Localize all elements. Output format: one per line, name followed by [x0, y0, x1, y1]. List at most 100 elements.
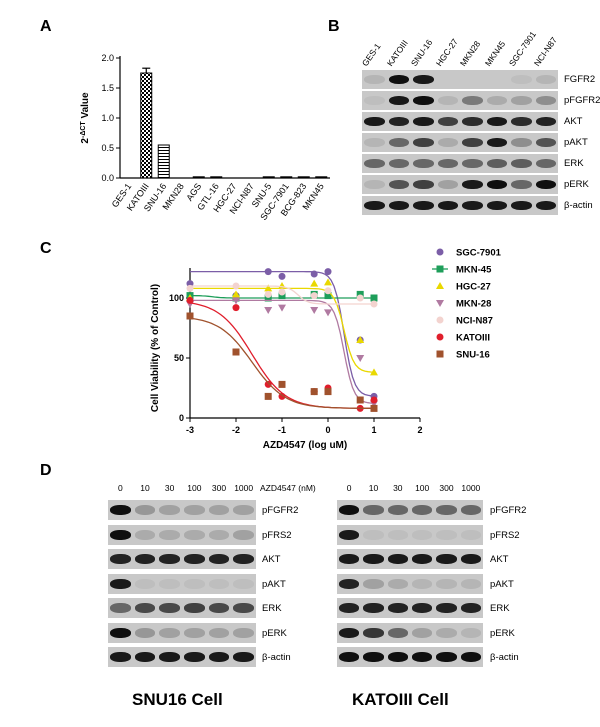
katoiii-row-label: pERK — [490, 627, 515, 639]
legend-marker — [436, 265, 444, 273]
blot-band — [462, 200, 483, 211]
blot-band — [413, 116, 434, 127]
dose-label: 1000 — [461, 483, 481, 493]
bar — [157, 144, 170, 179]
blot-band — [184, 578, 205, 589]
y-tick-label: 50 — [174, 353, 184, 363]
blot-band — [387, 603, 408, 613]
blot-band — [511, 74, 532, 85]
dose-label: 10 — [368, 483, 379, 493]
blot-band — [437, 137, 458, 148]
blot-band — [511, 158, 532, 169]
x-tick-label: -1 — [278, 425, 286, 435]
fit-curve — [190, 285, 374, 305]
snu16-cell-caption: SNU16 Cell — [132, 690, 223, 709]
snu16-row-label: pERK — [262, 627, 287, 639]
snu16-row-label: pFRS2 — [262, 529, 292, 541]
blot-band — [233, 554, 254, 564]
blot-band — [413, 179, 434, 190]
dose-label: 100 — [187, 483, 202, 493]
blot-band — [486, 137, 507, 148]
blot-band — [364, 200, 385, 211]
legend-marker — [436, 300, 444, 307]
panel-c-dose-response-chart: -3 -2 -1 0 1 2 0 50 100 AZD4547 (log uM) Cell Viab… — [150, 248, 502, 452]
blot-band — [535, 95, 556, 106]
data-point — [278, 272, 286, 280]
snu16-row-label: ERK — [262, 603, 282, 614]
blot-row — [362, 196, 558, 215]
blot-band — [412, 578, 433, 589]
x-tick-label: 1 — [371, 425, 376, 435]
blot-band — [339, 627, 360, 638]
blot-band — [412, 652, 433, 662]
blot-band — [462, 158, 483, 169]
blot-band — [364, 137, 385, 148]
fit-curve — [189, 317, 374, 409]
bar — [210, 176, 223, 179]
data-point — [264, 284, 273, 292]
katoiii-row-label: pAKT — [490, 578, 514, 590]
blot-band — [110, 627, 131, 638]
blot-band — [462, 95, 483, 106]
legend-marker — [436, 350, 444, 358]
blot-band — [134, 652, 156, 662]
dose-label: 10 — [140, 483, 150, 493]
dose-label: 300 — [439, 483, 454, 493]
data-point — [232, 348, 240, 356]
data-point — [278, 282, 286, 289]
data-point — [356, 336, 365, 343]
data-point — [186, 312, 194, 320]
blot-band — [436, 578, 457, 589]
data-point — [356, 294, 364, 302]
data-point — [264, 290, 272, 298]
blot-band — [184, 627, 205, 638]
blot-band — [511, 137, 532, 148]
blot-band — [339, 529, 360, 540]
blot-band — [436, 627, 457, 638]
lane-label: KATOIII — [384, 38, 410, 68]
blot-band — [110, 554, 131, 564]
blot-band — [412, 529, 433, 540]
blot-row — [362, 133, 558, 152]
x-tick-label: 0 — [325, 425, 330, 435]
blot-band — [184, 554, 205, 564]
y-tick-label: 0.5 — [101, 143, 114, 153]
data-point — [186, 284, 194, 292]
data-point — [310, 388, 318, 396]
blot-band — [535, 200, 556, 211]
katoiii-row-label: β-actin — [490, 652, 519, 663]
lane-label: GES-1 — [359, 41, 383, 68]
panel-c-letter: C — [40, 240, 52, 257]
dose-label: 30 — [164, 483, 175, 493]
fit-curve — [189, 302, 374, 409]
panel-a-bar-chart: 0.00.51.01.52.02-ΔCT ValueGES-1KATOIIISN… — [80, 53, 330, 222]
blot-band — [486, 179, 507, 190]
blot-band — [233, 578, 254, 589]
blot-band — [364, 116, 385, 127]
x-tick-label: -3 — [186, 425, 194, 435]
blot-band — [460, 627, 481, 638]
blot-band — [233, 603, 254, 613]
data-point — [370, 368, 378, 376]
katoiii-row-label: AKT — [490, 554, 509, 565]
x-tick-label: -2 — [232, 425, 240, 435]
legend-label: MKN-28 — [456, 299, 491, 310]
y-tick-label: 0.0 — [101, 173, 114, 183]
blot-row-label: pERK — [564, 179, 589, 190]
blot-band — [363, 505, 384, 515]
blot-band — [208, 652, 230, 662]
blot-band — [436, 529, 457, 540]
lane-label: SNU-16 — [408, 37, 435, 68]
blot-band — [460, 505, 481, 515]
blot-band — [511, 95, 532, 106]
snu16-row-label: β-actin — [262, 652, 291, 663]
blot-band — [134, 603, 156, 613]
data-point — [370, 396, 378, 404]
snu16-row-label: pAKT — [262, 578, 286, 590]
y-tick-label: 100 — [169, 293, 184, 303]
legend-marker — [436, 282, 444, 289]
blot-band — [233, 652, 254, 662]
blot-band — [339, 578, 360, 589]
legend-label: HGC-27 — [456, 282, 491, 293]
data-point — [264, 307, 273, 314]
